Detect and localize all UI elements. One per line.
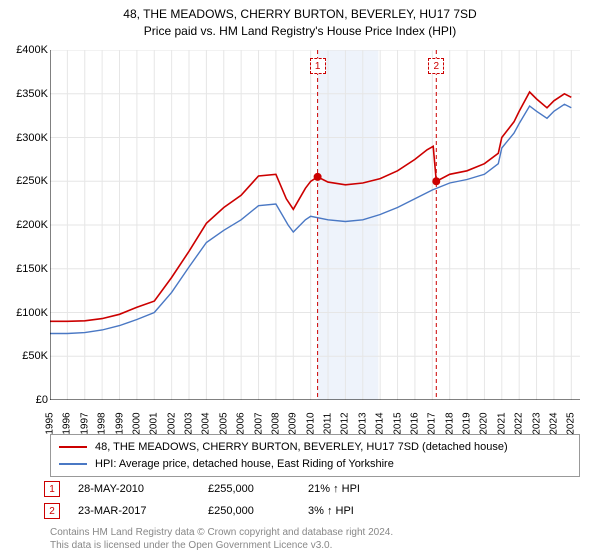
x-tick-label: 1995 xyxy=(45,412,56,434)
sale-marker-2: 2 xyxy=(44,503,60,519)
y-tick-label: £300K xyxy=(16,132,48,144)
footnote-line-1: Contains HM Land Registry data © Crown c… xyxy=(50,526,393,539)
x-tick-label: 2016 xyxy=(409,412,420,434)
x-tick-label: 2015 xyxy=(392,412,403,434)
chart-area xyxy=(50,50,580,400)
sale-date-2: 23-MAR-2017 xyxy=(78,505,208,517)
x-tick-label: 1996 xyxy=(62,412,73,434)
title-block: 48, THE MEADOWS, CHERRY BURTON, BEVERLEY… xyxy=(0,0,600,40)
sale-delta-1: 21% ↑ HPI xyxy=(308,483,428,495)
x-tick-label: 2003 xyxy=(184,412,195,434)
legend-label-property: 48, THE MEADOWS, CHERRY BURTON, BEVERLEY… xyxy=(95,439,508,456)
legend: 48, THE MEADOWS, CHERRY BURTON, BEVERLEY… xyxy=(50,434,580,477)
x-tick-label: 2013 xyxy=(357,412,368,434)
x-tick-label: 2000 xyxy=(131,412,142,434)
reference-marker-2: 2 xyxy=(428,58,444,74)
legend-row-hpi: HPI: Average price, detached house, East… xyxy=(59,456,571,473)
y-tick-label: £400K xyxy=(16,44,48,56)
x-tick-label: 2020 xyxy=(479,412,490,434)
x-tick-label: 2005 xyxy=(218,412,229,434)
sale-date-1: 28-MAY-2010 xyxy=(78,483,208,495)
y-tick-label: £250K xyxy=(16,175,48,187)
x-tick-label: 2022 xyxy=(514,412,525,434)
x-tick-label: 1998 xyxy=(97,412,108,434)
legend-swatch-hpi xyxy=(59,463,87,465)
x-tick-label: 2008 xyxy=(270,412,281,434)
x-tick-label: 2019 xyxy=(462,412,473,434)
sale-marker-1: 1 xyxy=(44,481,60,497)
y-tick-label: £350K xyxy=(16,88,48,100)
y-tick-label: £0 xyxy=(36,394,48,406)
legend-swatch-property xyxy=(59,446,87,448)
x-tick-label: 1997 xyxy=(79,412,90,434)
y-tick-label: £100K xyxy=(16,307,48,319)
x-tick-label: 2021 xyxy=(496,412,507,434)
x-tick-label: 2007 xyxy=(253,412,264,434)
x-tick-label: 2024 xyxy=(548,412,559,434)
title-line-2: Price paid vs. HM Land Registry's House … xyxy=(0,23,600,40)
sale-row-1: 1 28-MAY-2010 £255,000 21% ↑ HPI xyxy=(44,478,428,500)
y-tick-label: £50K xyxy=(22,350,48,362)
sale-delta-2: 3% ↑ HPI xyxy=(308,505,428,517)
x-tick-label: 2004 xyxy=(201,412,212,434)
x-tick-label: 2010 xyxy=(305,412,316,434)
x-tick-label: 2012 xyxy=(340,412,351,434)
sale-row-2: 2 23-MAR-2017 £250,000 3% ↑ HPI xyxy=(44,500,428,522)
x-tick-label: 2006 xyxy=(236,412,247,434)
y-tick-label: £200K xyxy=(16,219,48,231)
chart-svg xyxy=(50,50,580,400)
x-tick-label: 2017 xyxy=(427,412,438,434)
x-tick-label: 2009 xyxy=(288,412,299,434)
title-line-1: 48, THE MEADOWS, CHERRY BURTON, BEVERLEY… xyxy=(0,6,600,23)
x-tick-label: 2011 xyxy=(323,413,334,435)
x-tick-label: 2023 xyxy=(531,412,542,434)
chart-container: 48, THE MEADOWS, CHERRY BURTON, BEVERLEY… xyxy=(0,0,600,560)
footnote: Contains HM Land Registry data © Crown c… xyxy=(50,526,393,552)
x-tick-label: 2018 xyxy=(444,412,455,434)
sale-price-1: £255,000 xyxy=(208,483,308,495)
reference-marker-1: 1 xyxy=(310,58,326,74)
legend-label-hpi: HPI: Average price, detached house, East… xyxy=(95,456,394,473)
x-tick-label: 2025 xyxy=(566,412,577,434)
x-tick-label: 2001 xyxy=(149,412,160,434)
x-tick-label: 2014 xyxy=(375,412,386,434)
x-tick-label: 1999 xyxy=(114,412,125,434)
legend-row-property: 48, THE MEADOWS, CHERRY BURTON, BEVERLEY… xyxy=(59,439,571,456)
sale-price-2: £250,000 xyxy=(208,505,308,517)
sales-table: 1 28-MAY-2010 £255,000 21% ↑ HPI 2 23-MA… xyxy=(44,478,428,522)
footnote-line-2: This data is licensed under the Open Gov… xyxy=(50,539,393,552)
x-tick-label: 2002 xyxy=(166,412,177,434)
y-tick-label: £150K xyxy=(16,263,48,275)
